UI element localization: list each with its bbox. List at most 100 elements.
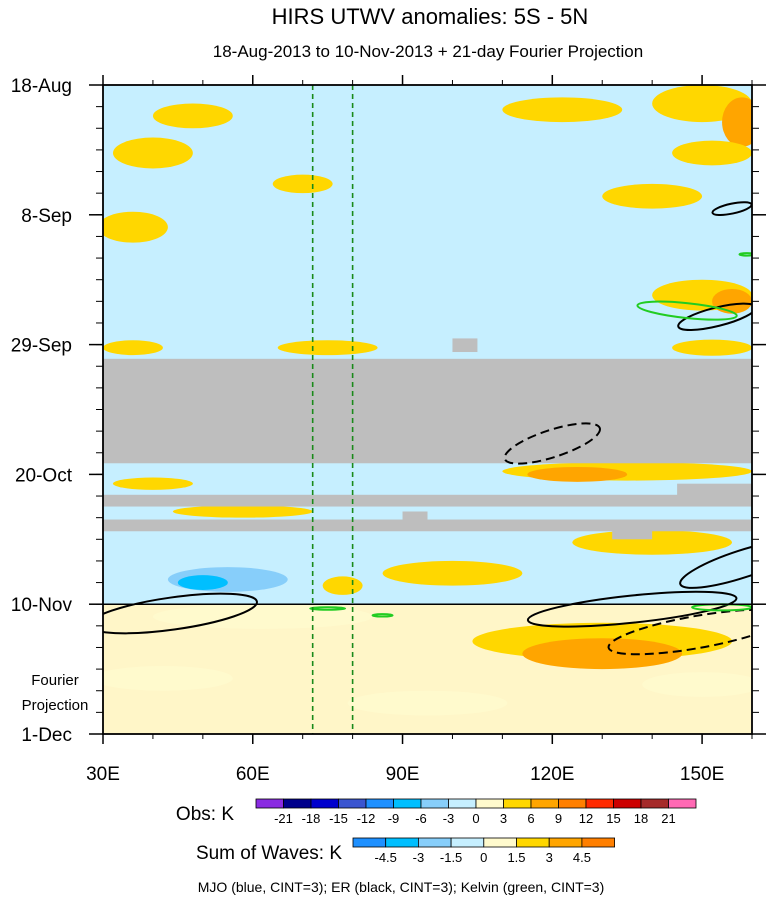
colorbar-swatch: [283, 798, 312, 809]
chart-title: HIRS UTWV anomalies: 5S - 5N: [272, 4, 589, 29]
colorbar-tick-label: -4.5: [374, 850, 396, 865]
missing-data-band: [103, 494, 752, 507]
anomaly-blob: [617, 567, 738, 592]
anomaly-blob: [527, 466, 628, 482]
colorbar-tick-label: 3: [500, 811, 507, 826]
y-tick-label: 18-Aug: [11, 76, 72, 97]
anomaly-blob: [177, 575, 228, 590]
axes: 30E 60E 90E 120E 150E 18-Aug 8-Sep 29-Sep 20-Oct…: [11, 75, 766, 785]
anomaly-blob: [342, 470, 463, 485]
colorbar-swatch: [255, 798, 284, 809]
er-wave-contour: [607, 608, 752, 656]
anomaly-blob: [652, 220, 733, 246]
anomaly-field: [103, 85, 752, 595]
anomaly-blob: [302, 276, 383, 302]
anomaly-blob: [127, 536, 228, 561]
anomaly-blob: [172, 505, 313, 518]
colorbar-swatch: [516, 837, 550, 848]
anomaly-blob: [722, 97, 752, 147]
waves-colorbar-label: Sum of Waves: K: [196, 843, 342, 864]
colorbar-swatch: [310, 798, 339, 809]
x-tick-label: 120E: [530, 764, 574, 785]
kelvin-wave-contour: [309, 606, 347, 611]
colorbar-swatch: [393, 798, 422, 809]
projection-label-line1: Fourier: [31, 672, 79, 689]
y-tick-label: 20-Oct: [15, 465, 73, 486]
anomaly-blob: [242, 208, 363, 234]
colorbar-swatch: [548, 837, 583, 848]
anomaly-blob: [492, 171, 593, 197]
colorbar-tick-label: -9: [388, 811, 400, 826]
anomaly-blob: [103, 211, 168, 243]
projection-blob: [642, 672, 752, 697]
colorbar-swatch: [420, 798, 449, 809]
colorbar-tick-label: 0: [472, 811, 479, 826]
anomaly-blob: [152, 103, 233, 129]
anomaly-blob: [542, 245, 683, 271]
colorbar-swatch: [503, 798, 532, 809]
colorbar-swatch: [668, 798, 697, 809]
colorbar-swatch: [640, 798, 669, 809]
colorbar-swatch: [450, 837, 485, 848]
colorbar-tick-label: -18: [302, 811, 321, 826]
x-tick-label: 90E: [386, 764, 420, 785]
colorbar-tick-label: 4.5: [573, 850, 591, 865]
projection-blob: [103, 666, 233, 691]
anomaly-blob: [672, 140, 752, 166]
colorbar-tick-label: -3: [413, 850, 425, 865]
colorbar-tick-label: -1.5: [440, 850, 462, 865]
anomaly-blob: [602, 183, 703, 209]
legend-caption: MJO (blue, CINT=3); ER (black, CINT=3); …: [198, 879, 605, 895]
x-tick-label: 30E: [86, 764, 120, 785]
colorbar-swatch: [581, 837, 616, 848]
colorbar-tick-label: -15: [329, 811, 348, 826]
missing-data-band: [103, 519, 752, 532]
waves-colorbar: -4.5 -3 -1.5 0 1.5 3 4.5: [352, 837, 616, 865]
colorbar-tick-label: 3: [546, 850, 553, 865]
reference-lines: [311, 85, 354, 734]
anomaly-blob: [572, 530, 733, 555]
colorbar-tick-label: 21: [661, 811, 675, 826]
colorbar-tick-label: -6: [415, 811, 427, 826]
anomaly-blob: [103, 340, 163, 356]
anomaly-blob: [502, 97, 623, 123]
anomaly-blob: [112, 477, 193, 490]
anomaly-blob: [712, 288, 752, 314]
x-tick-label: 60E: [236, 764, 270, 785]
kelvin-wave-contour: [636, 300, 738, 321]
y-tick-label: 1-Dec: [21, 725, 72, 746]
projection-label-line2: Projection: [22, 697, 89, 714]
wave-contours: [103, 201, 752, 656]
anomaly-blob: [302, 109, 423, 135]
colorbar-tick-label: 9: [555, 811, 562, 826]
y-tick-label: 8-Sep: [21, 206, 72, 227]
anomaly-blob: [167, 245, 288, 271]
er-wave-contour: [503, 422, 601, 465]
er-wave-contour: [526, 590, 738, 628]
anomaly-blob: [112, 276, 213, 302]
projection-field: [103, 604, 752, 734]
colorbar-swatch: [338, 798, 367, 809]
obs-colorbar-label: Obs: K: [176, 804, 234, 825]
y-tick-label: 29-Sep: [11, 336, 72, 357]
colorbar-tick-label: 12: [579, 811, 593, 826]
missing-data: [103, 338, 752, 540]
anomaly-blob: [402, 505, 603, 518]
anomaly-blob: [342, 307, 483, 333]
colorbar-tick-label: -3: [443, 811, 455, 826]
colorbar-tick-label: -21: [274, 811, 293, 826]
colorbar-swatch: [448, 798, 477, 809]
kelvin-wave-contour: [738, 252, 752, 257]
anomaly-blob: [103, 91, 163, 116]
anomaly-blob: [362, 140, 483, 166]
colorbar-tick-label: 1.5: [507, 850, 525, 865]
anomaly-blob: [322, 576, 363, 595]
missing-data-band: [452, 338, 478, 353]
anomaly-blob: [477, 270, 578, 296]
colorbar-swatch: [585, 798, 614, 809]
anomaly-blob: [672, 339, 752, 356]
er-wave-contour: [103, 592, 258, 635]
colorbar-swatch: [613, 798, 642, 809]
er-wave-contour: [679, 539, 752, 589]
anomaly-blob: [422, 208, 583, 234]
